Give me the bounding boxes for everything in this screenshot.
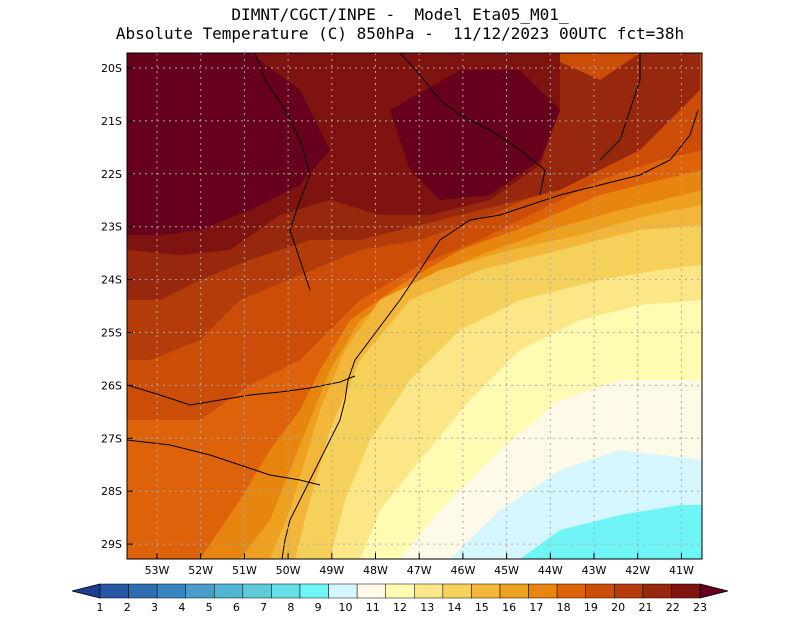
lat-label: 21S	[101, 115, 122, 128]
lon-label: 49W	[319, 564, 344, 577]
colorbar-label: 16	[502, 601, 516, 614]
colorbar-arrow-right	[699, 583, 729, 599]
lon-label: 48W	[363, 564, 388, 577]
colorbar-arrow-left	[71, 583, 101, 599]
colorbar-segment	[556, 583, 586, 599]
colorbar-label: 17	[529, 601, 543, 614]
lon-label: 43W	[582, 564, 607, 577]
lat-label: 27S	[101, 432, 122, 445]
colorbar-segment	[156, 583, 186, 599]
colorbar-label: 5	[206, 601, 213, 614]
colorbar-segment	[642, 583, 672, 599]
colorbar-segment	[585, 583, 615, 599]
lat-label: 26S	[101, 379, 122, 392]
colorbar-label: 15	[475, 601, 489, 614]
colorbar-label: 18	[557, 601, 571, 614]
colorbar-label: 3	[151, 601, 158, 614]
colorbar-segment	[471, 583, 501, 599]
colorbar: 1 2 3 4 5 6 7 8 9 10 11 12 13 14 15 16 17 18 19 20 21 22 23	[71, 583, 729, 614]
colorbar-label: 4	[178, 601, 185, 614]
colorbar-label: 20	[611, 601, 625, 614]
colorbar-segment	[328, 583, 358, 599]
lon-label: 45W	[494, 564, 519, 577]
colorbar-segment	[528, 583, 558, 599]
colorbar-segment	[671, 583, 701, 599]
colorbar-segment	[214, 583, 244, 599]
colorbar-label: 1	[97, 601, 104, 614]
colorbar-segment	[385, 583, 415, 599]
colorbar-segment	[299, 583, 329, 599]
colorbar-label: 13	[420, 601, 434, 614]
colorbar-segment	[185, 583, 215, 599]
field-22	[127, 53, 560, 235]
colorbar-label: 14	[448, 601, 462, 614]
lat-lon-grid	[127, 53, 702, 559]
plot-frame	[126, 52, 703, 560]
colorbar-label: 8	[287, 601, 294, 614]
colorbar-label: 23	[693, 601, 707, 614]
lon-label: 50W	[276, 564, 301, 577]
lat-label: 25S	[101, 327, 122, 340]
lon-label: 47W	[407, 564, 432, 577]
lon-label: 42W	[625, 564, 650, 577]
colorbar-label: 21	[638, 601, 652, 614]
lon-label: 51W	[232, 564, 257, 577]
lon-label: 53W	[145, 564, 170, 577]
colorbar-label: 2	[124, 601, 131, 614]
lat-label: 24S	[101, 274, 122, 287]
temperature-field	[127, 53, 702, 559]
lon-label: 44W	[538, 564, 563, 577]
colorbar-label: 22	[666, 601, 680, 614]
colorbar-segment	[99, 583, 129, 599]
colorbar-label: 9	[315, 601, 322, 614]
colorbar-label: 10	[338, 601, 352, 614]
lat-label: 23S	[101, 221, 122, 234]
colorbar-label: 7	[260, 601, 267, 614]
colorbar-segment	[614, 583, 644, 599]
colorbar-segment	[128, 583, 158, 599]
colorbar-segment	[442, 583, 472, 599]
lat-label: 29S	[101, 538, 122, 551]
chart-title-line2: Absolute Temperature (C) 850hPa - 11/12/…	[115, 24, 685, 43]
chart-title-line1: DIMNT/CGCT/INPE - Model Eta05_M01_	[231, 5, 569, 24]
colorbar-label: 11	[366, 601, 380, 614]
colorbar-label: 12	[393, 601, 407, 614]
colorbar-segment	[499, 583, 529, 599]
latitude-labels: 20S 21S 22S 23S 24S 25S 26S 27S 28S 29S	[101, 62, 133, 551]
lon-label: 46W	[450, 564, 475, 577]
lat-label: 28S	[101, 485, 122, 498]
colorbar-segment	[271, 583, 301, 599]
colorbar-segment	[242, 583, 272, 599]
colorbar-segment	[356, 583, 386, 599]
colorbar-label: 19	[584, 601, 598, 614]
colorbar-label: 6	[233, 601, 240, 614]
lon-label: 52W	[188, 564, 213, 577]
coastline-borders	[127, 53, 699, 559]
field-8	[520, 505, 702, 559]
longitude-labels: 53W 52W 51W 50W 49W 48W 47W 46W 45W 44W 43W 42W 41W	[145, 553, 694, 577]
lon-label: 41W	[669, 564, 694, 577]
colorbar-segment	[414, 583, 444, 599]
lat-label: 20S	[101, 62, 122, 75]
lat-label: 22S	[101, 168, 122, 181]
